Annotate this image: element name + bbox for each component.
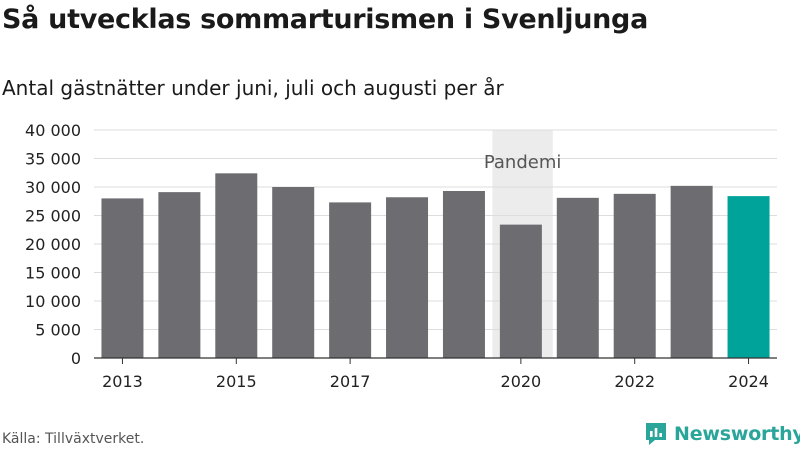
newsworthy-logo-icon (644, 421, 668, 447)
bar (557, 198, 599, 358)
bar (614, 194, 656, 358)
brand-name: Newsworthy (674, 423, 800, 445)
y-tick-label: 5 000 (35, 321, 81, 340)
x-tick-label: 2015 (216, 372, 257, 391)
x-tick-label: 2024 (728, 372, 769, 391)
annotation-label: Pandemi (484, 152, 562, 173)
bar-highlight (728, 196, 770, 358)
newsworthy-logo: Newsworthy (644, 419, 800, 449)
y-tick-label: 40 000 (25, 121, 81, 140)
y-tick-label: 35 000 (25, 150, 81, 169)
y-tick-label: 0 (71, 349, 81, 368)
x-tick-label: 2022 (614, 372, 655, 391)
x-tick-label: 2020 (501, 372, 542, 391)
bar (215, 173, 257, 358)
bar (329, 202, 371, 358)
source-note: Källa: Tillväxtverket. (2, 431, 144, 447)
bar (500, 225, 542, 358)
bar (443, 191, 485, 358)
y-tick-label: 20 000 (25, 235, 81, 254)
bar (158, 192, 200, 358)
y-tick-label: 30 000 (25, 178, 81, 197)
x-tick-label: 2013 (102, 372, 143, 391)
bar (671, 186, 713, 358)
bar (386, 197, 428, 358)
bar (101, 198, 143, 358)
bar (272, 187, 314, 358)
y-tick-label: 25 000 (25, 207, 81, 226)
bar-chart: 0 5 000 10 000 15 000 20 000 25 000 30 000 35 0… (0, 0, 800, 420)
y-tick-label: 15 000 (25, 264, 81, 283)
x-tick-label: 2017 (330, 372, 371, 391)
y-tick-label: 10 000 (25, 292, 81, 311)
